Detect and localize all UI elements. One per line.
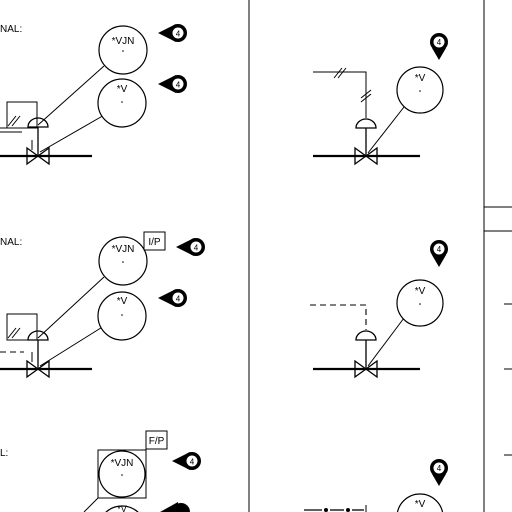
- mid3-note-marker: 4: [430, 459, 448, 486]
- row1-left-valve-body: [26, 146, 50, 166]
- row3-note-label: L:: [0, 448, 8, 459]
- row1-left-actuator: [27, 117, 49, 128]
- row2-note-label: NAL:: [0, 237, 22, 248]
- row2-note-number-a: 4: [194, 244, 199, 253]
- row3-note-marker-b-circle: [172, 503, 190, 512]
- mid2-note-number: 4: [437, 245, 442, 254]
- row3-fp-label: F/P: [149, 436, 165, 447]
- mid1-note-marker: 4: [430, 33, 448, 60]
- mid1-note-number: 4: [437, 38, 442, 47]
- mid1-hash-2: [337, 67, 347, 79]
- mid3-signal-partial: [304, 505, 367, 512]
- row2-left-hash-1: [7, 327, 17, 339]
- row1-vjn-instrument: *VJN: [98, 25, 148, 75]
- mid3-note-number: 4: [437, 464, 442, 473]
- mid1-v-instrument: *V: [396, 66, 444, 114]
- row2-note-number-b: 4: [176, 295, 181, 304]
- row2-left-valve-body: [26, 359, 50, 379]
- row1-v-instrument: *V: [97, 78, 147, 128]
- mid1-hash-4: [360, 93, 372, 103]
- row1-vjn-tag: *VJN: [112, 36, 135, 47]
- row3-vjn-instrument: *VJN: [97, 449, 147, 499]
- mid2-note-marker: 4: [430, 240, 448, 267]
- row1-left-lead-2: [39, 113, 107, 153]
- row2-note-marker-b: 4: [158, 289, 187, 307]
- row2-ip-label: I/P: [148, 237, 161, 248]
- row2-left-valve-assembly: [0, 313, 92, 379]
- row2-left-lead-1: [37, 276, 105, 339]
- mid2-valve-assembly: [313, 330, 420, 379]
- row2-v-instrument: *V: [97, 291, 147, 341]
- row2-left-lead-2: [39, 325, 105, 367]
- row1-note-marker-a: 4: [158, 24, 187, 42]
- mid1-valve-body: [354, 146, 378, 166]
- mid1-hash-1: [333, 67, 343, 79]
- row1-left-positioner-box: [6, 101, 38, 129]
- mid2-v-instrument: *V: [396, 279, 444, 327]
- mid2-v-tag: *V: [415, 286, 426, 297]
- mid3-v-tag: *V: [415, 499, 426, 510]
- row2-note-marker-a: 4: [176, 238, 205, 256]
- mid2-actuator: [355, 330, 377, 341]
- row1-note-number-a: 4: [176, 30, 181, 39]
- row2-left-hash-2: [11, 327, 21, 339]
- row2-left-positioner-box: [6, 313, 38, 341]
- row3-v-tag: *V: [117, 504, 127, 512]
- row3-left-lead: [83, 497, 99, 512]
- mid1-signal-line: [313, 71, 367, 118]
- mid1-lead: [367, 106, 405, 154]
- row1-note-marker-b: 4: [158, 75, 187, 93]
- row1-left-valve-assembly: [0, 101, 92, 166]
- row1-left-hash-1: [7, 115, 17, 127]
- row2-vjn-tag: *VJN: [112, 244, 135, 255]
- mid2-valve-body: [354, 359, 378, 379]
- row2-vjn-instrument: *VJN: [98, 236, 148, 286]
- row3-note-marker-a: 4: [172, 452, 201, 470]
- row3-note-number-a: 4: [190, 458, 195, 467]
- row1-v-tag: *V: [117, 84, 128, 95]
- row2-v-tag: *V: [117, 296, 128, 307]
- row3-fp-converter: F/P: [145, 430, 168, 450]
- mid2-dashed-signal: [310, 304, 367, 330]
- row3-v-instrument-partial: *V: [105, 504, 139, 512]
- mid3-v-instrument: *V: [396, 493, 444, 512]
- row3-vjn-tag: *VJN: [111, 458, 134, 469]
- mid2-lead: [367, 317, 405, 367]
- mid1-valve-assembly: [313, 118, 420, 166]
- mid1-v-tag: *V: [415, 73, 426, 84]
- row2-left-actuator: [27, 330, 49, 341]
- row2-ip-converter: I/P: [143, 231, 166, 251]
- title-block-fragment: [483, 206, 512, 232]
- row1-note-label: NAL:: [0, 24, 22, 35]
- row1-note-number-b: 4: [176, 81, 181, 90]
- mid1-actuator: [355, 118, 377, 129]
- row1-left-hash-2: [11, 115, 21, 127]
- mid1-hash-3: [360, 89, 372, 99]
- row1-left-lead-1: [37, 65, 105, 126]
